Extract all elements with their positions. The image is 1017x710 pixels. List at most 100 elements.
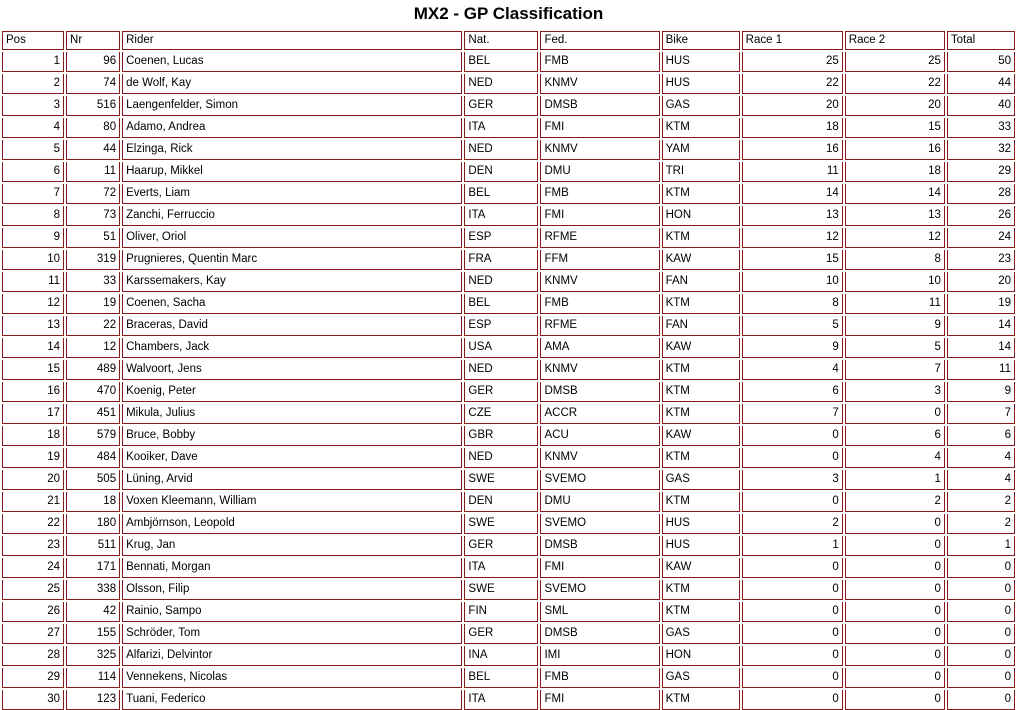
table-row: 24 171 Bennati, Morgan ITA FMI KAW 0 0 0 bbox=[2, 558, 1015, 578]
cell-total: 0 bbox=[946, 580, 1015, 600]
table-row: 17 451 Mikula, Julius CZE ACCR KTM 7 0 7 bbox=[2, 404, 1015, 424]
cell-total: 50 bbox=[946, 52, 1015, 72]
cell-nr: 12 bbox=[66, 338, 121, 358]
cell-fed: RFME bbox=[540, 316, 660, 336]
cell-rider: Zanchi, Ferruccio bbox=[122, 206, 463, 226]
cell-pos: 15 bbox=[2, 360, 65, 380]
cell-nat: FIN bbox=[464, 602, 539, 622]
table-row: 18 579 Bruce, Bobby GBR ACU KAW 0 6 6 bbox=[2, 426, 1015, 446]
cell-fed: DMU bbox=[540, 492, 660, 512]
cell-rider: Koenig, Peter bbox=[122, 382, 463, 402]
cell-nr: 470 bbox=[66, 382, 121, 402]
cell-rider: Karssemakers, Kay bbox=[122, 272, 463, 292]
cell-total: 14 bbox=[946, 316, 1015, 336]
cell-bike: HON bbox=[661, 206, 740, 226]
cell-race2: 25 bbox=[844, 52, 945, 72]
cell-fed: FMI bbox=[540, 118, 660, 138]
cell-fed: DMSB bbox=[540, 96, 660, 116]
cell-rider: Walvoort, Jens bbox=[122, 360, 463, 380]
cell-bike: KTM bbox=[661, 690, 740, 710]
cell-race2: 5 bbox=[844, 338, 945, 358]
cell-nr: 33 bbox=[66, 272, 121, 292]
cell-total: 26 bbox=[946, 206, 1015, 226]
cell-race2: 0 bbox=[844, 646, 945, 666]
cell-total: 11 bbox=[946, 360, 1015, 380]
cell-fed: ACCR bbox=[540, 404, 660, 424]
cell-fed: DMSB bbox=[540, 624, 660, 644]
cell-race2: 0 bbox=[844, 624, 945, 644]
cell-race1: 4 bbox=[741, 360, 843, 380]
cell-nr: 511 bbox=[66, 536, 121, 556]
cell-pos: 26 bbox=[2, 602, 65, 622]
header-row: Pos Nr Rider Nat. Fed. Bike Race 1 Race 2 Total bbox=[2, 31, 1015, 50]
cell-bike: HON bbox=[661, 646, 740, 666]
column-header-bike: Bike bbox=[661, 31, 740, 50]
cell-nat: GER bbox=[464, 96, 539, 116]
cell-race2: 15 bbox=[844, 118, 945, 138]
cell-total: 0 bbox=[946, 690, 1015, 710]
cell-fed: SVEMO bbox=[540, 580, 660, 600]
cell-nr: 73 bbox=[66, 206, 121, 226]
column-header-race1: Race 1 bbox=[741, 31, 843, 50]
cell-bike: HUS bbox=[661, 514, 740, 534]
cell-pos: 16 bbox=[2, 382, 65, 402]
cell-rider: Chambers, Jack bbox=[122, 338, 463, 358]
cell-nr: 123 bbox=[66, 690, 121, 710]
cell-race1: 0 bbox=[741, 580, 843, 600]
cell-bike: KAW bbox=[661, 250, 740, 270]
cell-fed: FMB bbox=[540, 668, 660, 688]
table-row: 16 470 Koenig, Peter GER DMSB KTM 6 3 9 bbox=[2, 382, 1015, 402]
cell-pos: 30 bbox=[2, 690, 65, 710]
cell-nat: USA bbox=[464, 338, 539, 358]
cell-pos: 24 bbox=[2, 558, 65, 578]
cell-pos: 28 bbox=[2, 646, 65, 666]
cell-race1: 14 bbox=[741, 184, 843, 204]
cell-race1: 0 bbox=[741, 492, 843, 512]
cell-race1: 0 bbox=[741, 690, 843, 710]
cell-pos: 3 bbox=[2, 96, 65, 116]
cell-pos: 25 bbox=[2, 580, 65, 600]
cell-race1: 18 bbox=[741, 118, 843, 138]
cell-race1: 20 bbox=[741, 96, 843, 116]
cell-rider: Mikula, Julius bbox=[122, 404, 463, 424]
cell-fed: FMB bbox=[540, 294, 660, 314]
cell-total: 28 bbox=[946, 184, 1015, 204]
cell-nat: ITA bbox=[464, 690, 539, 710]
cell-pos: 13 bbox=[2, 316, 65, 336]
cell-total: 1 bbox=[946, 536, 1015, 556]
cell-rider: Coenen, Lucas bbox=[122, 52, 463, 72]
cell-rider: Braceras, David bbox=[122, 316, 463, 336]
cell-total: 19 bbox=[946, 294, 1015, 314]
cell-pos: 29 bbox=[2, 668, 65, 688]
table-row: 10 319 Prugnieres, Quentin Marc FRA FFM KAW 15… bbox=[2, 250, 1015, 270]
cell-total: 32 bbox=[946, 140, 1015, 160]
cell-pos: 12 bbox=[2, 294, 65, 314]
table-row: 3 516 Laengenfelder, Simon GER DMSB GAS 20 20 40 bbox=[2, 96, 1015, 116]
cell-rider: Schröder, Tom bbox=[122, 624, 463, 644]
cell-nr: 44 bbox=[66, 140, 121, 160]
cell-rider: Lüning, Arvid bbox=[122, 470, 463, 490]
cell-race1: 0 bbox=[741, 426, 843, 446]
table-row: 19 484 Kooiker, Dave NED KNMV KTM 0 4 4 bbox=[2, 448, 1015, 468]
cell-total: 0 bbox=[946, 558, 1015, 578]
cell-pos: 20 bbox=[2, 470, 65, 490]
cell-rider: Vennekens, Nicolas bbox=[122, 668, 463, 688]
cell-rider: Bennati, Morgan bbox=[122, 558, 463, 578]
cell-rider: Olsson, Filip bbox=[122, 580, 463, 600]
cell-nat: SWE bbox=[464, 580, 539, 600]
cell-nat: ITA bbox=[464, 118, 539, 138]
cell-nr: 325 bbox=[66, 646, 121, 666]
column-header-rider: Rider bbox=[122, 31, 463, 50]
cell-rider: Laengenfelder, Simon bbox=[122, 96, 463, 116]
table-row: 8 73 Zanchi, Ferruccio ITA FMI HON 13 13 26 bbox=[2, 206, 1015, 226]
cell-rider: Everts, Liam bbox=[122, 184, 463, 204]
cell-race2: 6 bbox=[844, 426, 945, 446]
cell-nat: CZE bbox=[464, 404, 539, 424]
table-row: 2 74 de Wolf, Kay NED KNMV HUS 22 22 44 bbox=[2, 74, 1015, 94]
cell-bike: TRI bbox=[661, 162, 740, 182]
cell-rider: Rainio, Sampo bbox=[122, 602, 463, 622]
table-row: 5 44 Elzinga, Rick NED KNMV YAM 16 16 32 bbox=[2, 140, 1015, 160]
cell-nr: 484 bbox=[66, 448, 121, 468]
cell-bike: HUS bbox=[661, 536, 740, 556]
cell-fed: DMU bbox=[540, 162, 660, 182]
